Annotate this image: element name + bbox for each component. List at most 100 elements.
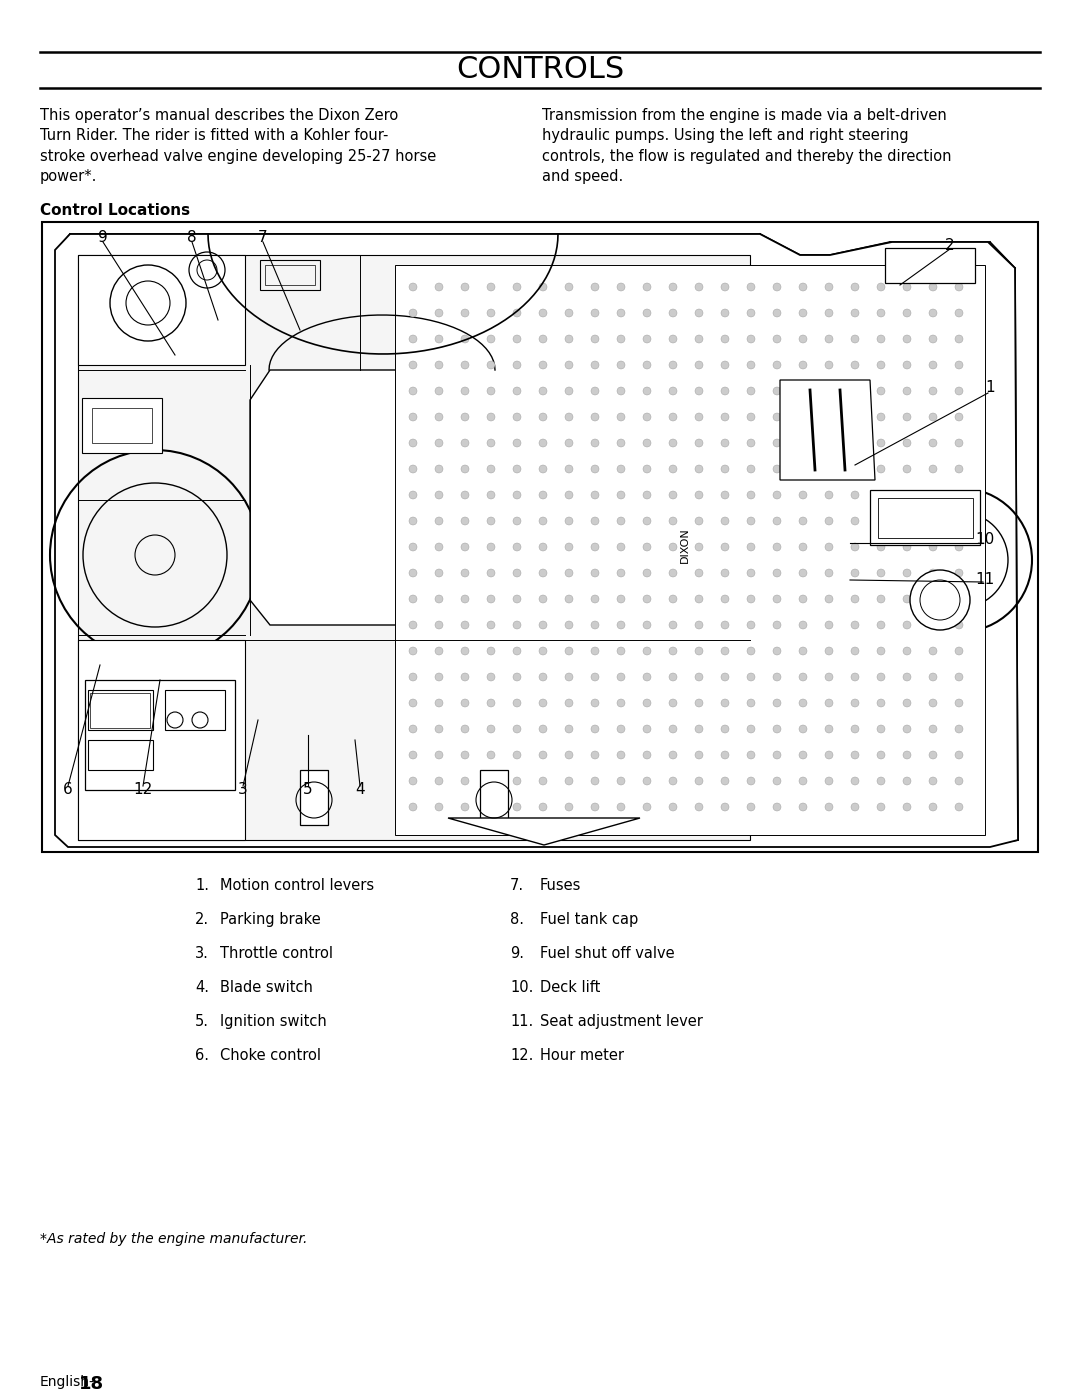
Circle shape [565, 414, 573, 420]
Circle shape [539, 543, 546, 550]
Circle shape [643, 360, 651, 369]
Circle shape [903, 309, 912, 317]
Circle shape [955, 622, 963, 629]
Circle shape [513, 360, 521, 369]
Circle shape [773, 439, 781, 447]
Circle shape [799, 673, 807, 680]
Circle shape [617, 647, 625, 655]
Circle shape [643, 414, 651, 420]
Circle shape [669, 803, 677, 812]
Circle shape [513, 647, 521, 655]
Circle shape [851, 543, 859, 550]
Circle shape [591, 309, 599, 317]
Circle shape [851, 647, 859, 655]
Circle shape [539, 439, 546, 447]
Text: 5: 5 [303, 782, 313, 798]
Circle shape [461, 284, 469, 291]
Text: 7: 7 [258, 231, 268, 246]
Circle shape [617, 595, 625, 604]
Circle shape [696, 335, 703, 344]
Text: 9: 9 [98, 231, 108, 246]
Circle shape [721, 622, 729, 629]
Text: 3.: 3. [195, 946, 208, 961]
Circle shape [773, 309, 781, 317]
Circle shape [435, 517, 443, 525]
Circle shape [696, 777, 703, 785]
Circle shape [513, 335, 521, 344]
Circle shape [799, 622, 807, 629]
Bar [265, 265, 315, 285]
Circle shape [929, 517, 937, 525]
Text: Control Locations: Control Locations [40, 203, 190, 218]
Circle shape [825, 465, 833, 474]
Circle shape [721, 803, 729, 812]
Circle shape [539, 465, 546, 474]
Circle shape [591, 647, 599, 655]
Circle shape [435, 777, 443, 785]
Text: Hour meter: Hour meter [540, 1048, 624, 1063]
Circle shape [539, 673, 546, 680]
Circle shape [696, 465, 703, 474]
Text: 8: 8 [187, 231, 197, 246]
Circle shape [409, 490, 417, 499]
Circle shape [461, 387, 469, 395]
Circle shape [669, 387, 677, 395]
Circle shape [929, 647, 937, 655]
Text: Fuel tank cap: Fuel tank cap [540, 912, 638, 928]
Circle shape [669, 490, 677, 499]
Circle shape [955, 465, 963, 474]
Circle shape [617, 309, 625, 317]
Circle shape [565, 698, 573, 707]
Circle shape [903, 490, 912, 499]
Circle shape [773, 725, 781, 733]
Circle shape [696, 309, 703, 317]
Circle shape [929, 777, 937, 785]
Text: 2: 2 [945, 237, 955, 253]
Circle shape [747, 309, 755, 317]
Text: 12.: 12. [510, 1048, 534, 1063]
Circle shape [435, 439, 443, 447]
Circle shape [669, 595, 677, 604]
Circle shape [825, 725, 833, 733]
Circle shape [565, 752, 573, 759]
Circle shape [513, 284, 521, 291]
Circle shape [617, 725, 625, 733]
Circle shape [696, 622, 703, 629]
Circle shape [643, 335, 651, 344]
Circle shape [747, 543, 755, 550]
Circle shape [955, 309, 963, 317]
Circle shape [696, 387, 703, 395]
Circle shape [877, 335, 885, 344]
Circle shape [591, 698, 599, 707]
Text: 5.: 5. [195, 1014, 210, 1030]
Circle shape [643, 439, 651, 447]
Circle shape [929, 284, 937, 291]
Circle shape [591, 752, 599, 759]
Circle shape [565, 284, 573, 291]
Circle shape [409, 517, 417, 525]
Circle shape [721, 752, 729, 759]
Circle shape [539, 622, 546, 629]
Circle shape [799, 414, 807, 420]
Circle shape [487, 647, 495, 655]
Circle shape [487, 387, 495, 395]
Circle shape [903, 517, 912, 525]
Circle shape [747, 465, 755, 474]
Circle shape [565, 673, 573, 680]
Circle shape [513, 698, 521, 707]
Polygon shape [55, 235, 1018, 847]
Circle shape [747, 595, 755, 604]
Circle shape [435, 284, 443, 291]
Circle shape [903, 725, 912, 733]
Circle shape [487, 777, 495, 785]
Circle shape [565, 465, 573, 474]
Circle shape [696, 569, 703, 577]
Circle shape [929, 335, 937, 344]
Circle shape [435, 725, 443, 733]
Circle shape [565, 569, 573, 577]
Circle shape [565, 803, 573, 812]
Circle shape [825, 284, 833, 291]
Circle shape [696, 517, 703, 525]
Circle shape [461, 622, 469, 629]
Circle shape [903, 465, 912, 474]
